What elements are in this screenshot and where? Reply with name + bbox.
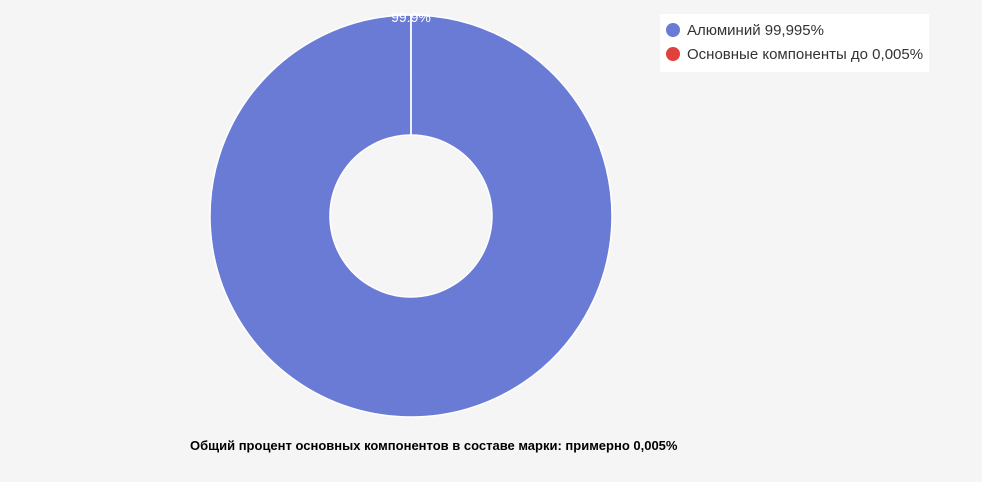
legend-item-aluminium[interactable]: Алюминий 99,995% [666,18,923,42]
legend: Алюминий 99,995% Основные компоненты до … [660,14,930,72]
legend-item-components[interactable]: Основные компоненты до 0,005% [666,42,923,66]
donut-slice-0[interactable] [209,14,613,418]
legend-label-components: Основные компоненты до 0,005% [687,45,924,63]
legend-label-aluminium: Алюминий 99,995% [687,21,824,39]
legend-marker-aluminium [666,23,680,37]
legend-marker-components [666,47,680,61]
chart-caption: Общий процент основных компонентов в сос… [190,438,678,453]
